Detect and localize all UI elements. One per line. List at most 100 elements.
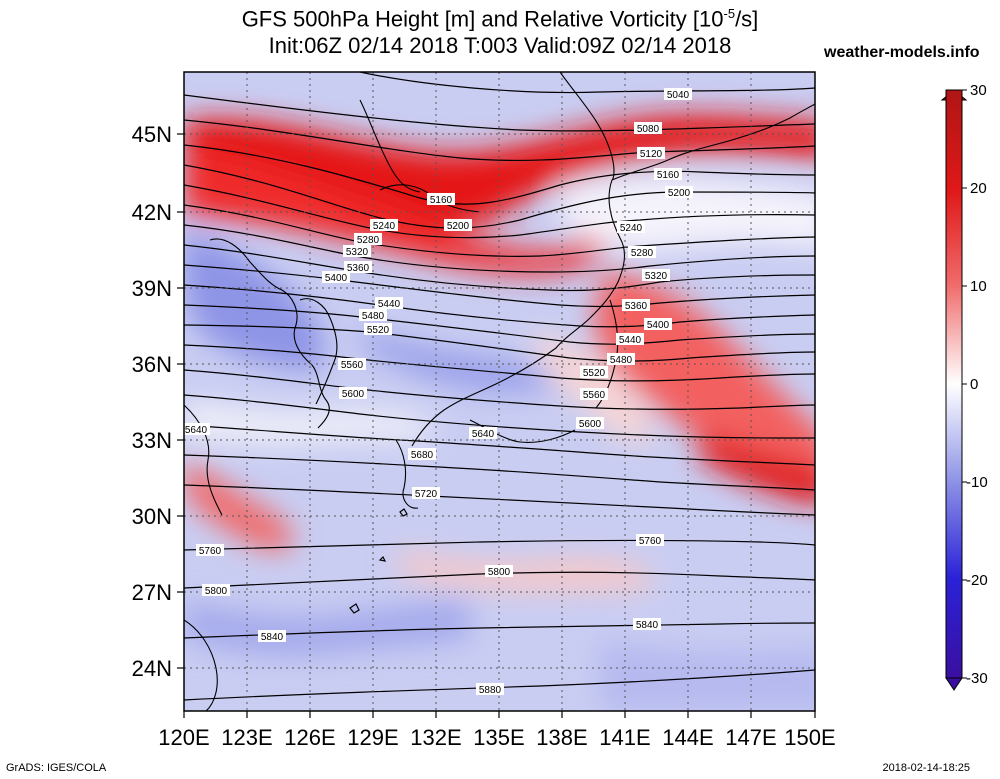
lon-label-141: 141E — [599, 725, 650, 750]
contour-label: 5160 — [427, 193, 455, 206]
contour-label-text: 5640 — [185, 425, 208, 436]
contour-label-text: 5520 — [583, 368, 606, 379]
lon-axis — [183, 711, 816, 718]
contour-label-text: 5280 — [631, 248, 654, 259]
contour-label: 5840 — [633, 618, 661, 631]
contour-label: 5520 — [580, 366, 608, 379]
contour-label-text: 5160 — [657, 170, 680, 181]
contour-label: 5080 — [634, 122, 662, 135]
contour-label: 5360 — [344, 261, 372, 274]
contour-label: 5640 — [469, 427, 497, 440]
contour-label-text: 5200 — [447, 221, 470, 232]
contour-label-text: 5840 — [636, 620, 659, 631]
timestamp: 2018-02-14-18:25 — [882, 762, 970, 774]
lon-label-138: 138E — [536, 725, 587, 750]
lon-label-123: 123E — [221, 725, 272, 750]
colorbar: 30 20 10 0 -10 -20 -30 — [940, 82, 988, 691]
lon-label-126: 126E — [284, 725, 335, 750]
contour-label-text: 5840 — [261, 632, 284, 643]
contour-label: 5520 — [364, 323, 392, 336]
contour-label-text: 5320 — [346, 247, 369, 258]
contour-label: 5200 — [665, 186, 693, 199]
lat-label-24: 24N — [132, 656, 172, 681]
contour-label: 5600 — [339, 387, 367, 400]
contour-label: 5640 — [182, 423, 210, 436]
contour-label: 5200 — [444, 219, 472, 232]
contour-label-text: 5480 — [362, 311, 385, 322]
contour-label-text: 5520 — [367, 325, 390, 336]
contour-label-text: 5560 — [341, 360, 364, 371]
lat-axis — [177, 133, 184, 669]
colorbar-label-neg30: -30 — [966, 670, 988, 687]
contour-label: 5560 — [580, 388, 608, 401]
map-title-line2: Init:06Z 02/14 2018 T:003 Valid:09Z 02/1… — [268, 33, 732, 58]
contour-label-text: 5760 — [199, 546, 222, 557]
lat-label-39: 39N — [132, 276, 172, 301]
contour-label-text: 5640 — [472, 429, 495, 440]
lon-label-132: 132E — [410, 725, 461, 750]
contour-label-text: 5240 — [620, 223, 643, 234]
contour-label: 5240 — [370, 219, 398, 232]
software-credit: GrADS: IGES/COLA — [6, 762, 107, 774]
contour-label-text: 5320 — [645, 271, 668, 282]
contour-label: 5120 — [637, 147, 665, 160]
contour-label: 5600 — [576, 417, 604, 430]
contour-label-text: 5440 — [619, 335, 642, 346]
colorbar-label-30: 30 — [970, 82, 987, 99]
contour-label-text: 5400 — [325, 273, 348, 284]
contour-label: 5400 — [322, 271, 350, 284]
lon-tick-labels: 120E 123E 126E 129E 132E 135E 138E 141E … — [158, 725, 835, 750]
contour-label-text: 5440 — [378, 299, 401, 310]
contour-label-text: 5400 — [647, 320, 670, 331]
lat-label-33: 33N — [132, 428, 172, 453]
contour-label-text: 5560 — [583, 390, 606, 401]
contour-label: 5240 — [617, 221, 645, 234]
contour-label: 5360 — [622, 299, 650, 312]
contour-label-text: 5280 — [357, 235, 380, 246]
contour-label: 5800 — [485, 565, 513, 578]
contour-label-text: 5600 — [342, 389, 365, 400]
contour-label-text: 5680 — [411, 450, 434, 461]
contour-label: 5760 — [636, 534, 664, 547]
contour-label: 5160 — [654, 168, 682, 181]
contour-label: 5800 — [202, 584, 230, 597]
colorbar-label-20: 20 — [970, 180, 987, 197]
colorbar-label-10: 10 — [970, 278, 987, 295]
islands — [349, 508, 408, 614]
contour-label: 5720 — [412, 487, 440, 500]
contour-label-text: 5800 — [488, 567, 511, 578]
contour-label-text: 5120 — [640, 149, 663, 160]
contour-label-text: 5600 — [579, 419, 602, 430]
contour-label: 5280 — [354, 233, 382, 246]
contour-label-text: 5240 — [373, 221, 396, 232]
colorbar-bar — [945, 89, 963, 679]
lon-label-144: 144E — [662, 725, 713, 750]
contour-label: 5840 — [258, 630, 286, 643]
lat-label-36: 36N — [132, 352, 172, 377]
contour-labels: 5040 5080 5120 5160 5160 5200 5200 5240 5240 5280… — [182, 88, 693, 696]
contour-label-text: 5360 — [347, 263, 370, 274]
contour-label-text: 5160 — [430, 195, 453, 206]
lon-label-129: 129E — [347, 725, 398, 750]
colorbar-bottom-arrow — [945, 677, 963, 691]
site-credit: weather-models.info — [824, 44, 980, 61]
contour-label-text: 5040 — [667, 90, 690, 101]
contour-label: 5480 — [359, 309, 387, 322]
contour-label-text: 5360 — [625, 301, 648, 312]
contour-label: 5680 — [408, 448, 436, 461]
contour-label-text: 5080 — [637, 124, 660, 135]
contour-label-text: 5480 — [610, 355, 633, 366]
contour-label-text: 5800 — [205, 586, 228, 597]
contour-label: 5440 — [616, 333, 644, 346]
contour-label-text: 5880 — [479, 685, 502, 696]
lat-label-42: 42N — [132, 200, 172, 225]
lon-label-120: 120E — [158, 725, 209, 750]
vorticity-field — [184, 72, 815, 711]
lat-tick-labels: 24N 27N 30N 33N 36N 39N 42N 45N — [132, 122, 172, 681]
lat-label-30: 30N — [132, 504, 172, 529]
contour-label: 5400 — [644, 318, 672, 331]
lon-label-150: 150E — [784, 725, 835, 750]
height-contours — [184, 72, 815, 701]
contour-label: 5480 — [607, 353, 635, 366]
map-title-line1: GFS 500hPa Height [m] and Relative Vorti… — [241, 6, 759, 32]
